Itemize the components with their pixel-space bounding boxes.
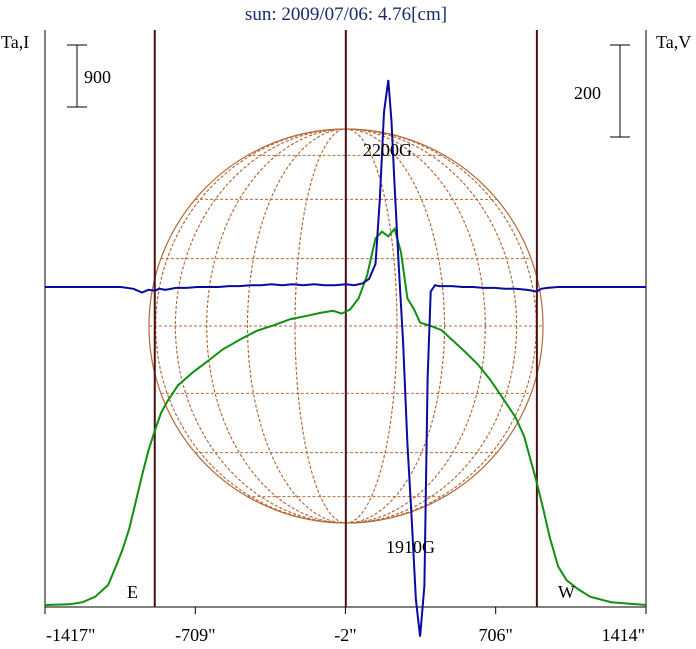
scale-bar-right-label: 200: [574, 83, 601, 103]
x-tick-label: -709": [175, 625, 215, 645]
x-tick-label: 1414": [602, 625, 645, 645]
west-label: W: [558, 582, 575, 602]
polarization-series-line: [45, 79, 646, 637]
x-axis-ticks: -1417" -709" -2" 706" 1414": [44, 607, 647, 645]
x-tick-label: 706": [479, 625, 513, 645]
scale-bar-left-label: 900: [84, 67, 111, 87]
scale-bar-left: [67, 44, 87, 108]
right-axis-label: Ta,V: [656, 32, 691, 52]
east-label: E: [127, 582, 138, 602]
left-axis-label: Ta,I: [1, 32, 29, 52]
x-tick-label: -2": [334, 625, 356, 645]
x-tick-label: -1417": [46, 625, 95, 645]
min-field-annotation: 1910G: [386, 537, 435, 557]
chart-title: sun: 2009/07/06: 4.76[cm]: [245, 4, 447, 25]
scale-bar-right: [610, 44, 630, 138]
intensity-series-line: [44, 226, 647, 606]
limb-lines: [153, 30, 538, 607]
max-field-annotation: 2200G: [363, 140, 412, 160]
